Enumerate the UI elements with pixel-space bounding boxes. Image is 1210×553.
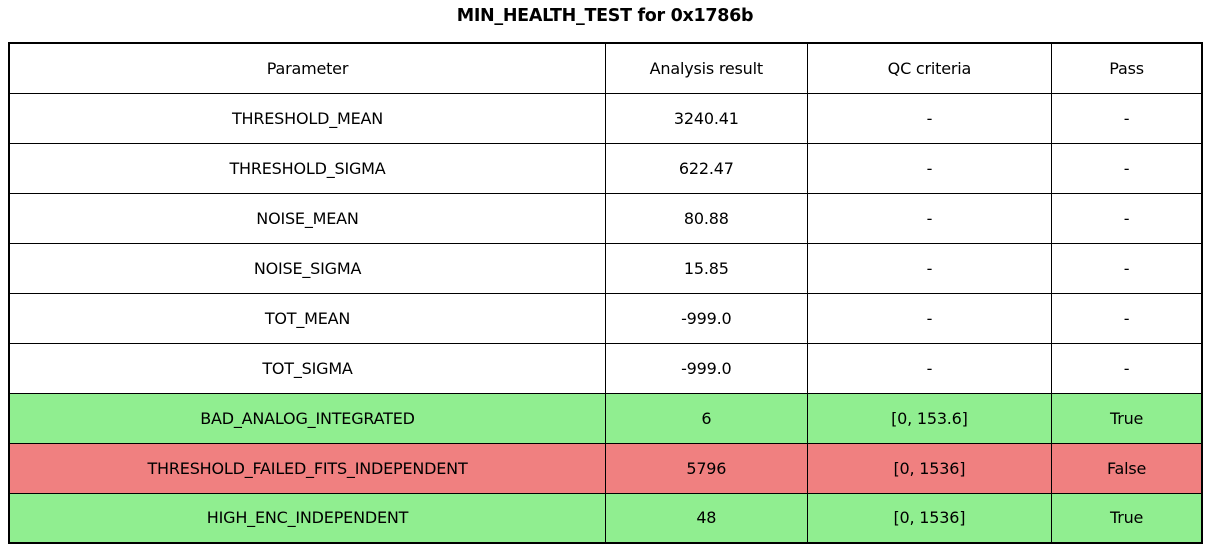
cell-parameter: THRESHOLD_MEAN — [8, 92, 606, 144]
cell-parameter: THRESHOLD_FAILED_FITS_INDEPENDENT — [8, 442, 606, 494]
cell-analysis-result: -999.0 — [605, 342, 808, 394]
table-row: TOT_MEAN -999.0 - - — [8, 292, 1203, 344]
cell-parameter: TOT_SIGMA — [8, 342, 606, 394]
cell-analysis-result: 622.47 — [605, 142, 808, 194]
cell-pass: - — [1051, 342, 1203, 394]
cell-analysis-result: -999.0 — [605, 292, 808, 344]
cell-qc-criteria: [0, 1536] — [806, 442, 1053, 494]
cell-parameter: BAD_ANALOG_INTEGRATED — [8, 392, 606, 444]
table-header-row: Parameter Analysis result QC criteria Pa… — [8, 42, 1203, 94]
cell-analysis-result: 80.88 — [605, 192, 808, 244]
cell-qc-criteria: [0, 153.6] — [806, 392, 1053, 444]
table-row: THRESHOLD_MEAN 3240.41 - - — [8, 92, 1203, 144]
cell-pass: - — [1051, 292, 1203, 344]
cell-qc-criteria: - — [806, 342, 1053, 394]
cell-parameter: TOT_MEAN — [8, 292, 606, 344]
table-row-pass: HIGH_ENC_INDEPENDENT 48 [0, 1536] True — [8, 492, 1203, 544]
cell-pass: True — [1051, 492, 1203, 544]
column-header-analysis-result: Analysis result — [605, 42, 808, 94]
cell-pass: - — [1051, 242, 1203, 294]
cell-qc-criteria: - — [806, 192, 1053, 244]
figure-title: MIN_HEALTH_TEST for 0x1786b — [456, 6, 754, 26]
cell-qc-criteria: - — [806, 142, 1053, 194]
qc-table: Parameter Analysis result QC criteria Pa… — [8, 42, 1203, 544]
cell-qc-criteria: - — [806, 292, 1053, 344]
cell-analysis-result: 5796 — [605, 442, 808, 494]
cell-qc-criteria: - — [806, 242, 1053, 294]
table-row: THRESHOLD_SIGMA 622.47 - - — [8, 142, 1203, 194]
cell-analysis-result: 6 — [605, 392, 808, 444]
column-header-qc-criteria: QC criteria — [806, 42, 1053, 94]
cell-qc-criteria: - — [806, 92, 1053, 144]
table-row: NOISE_MEAN 80.88 - - — [8, 192, 1203, 244]
cell-pass: - — [1051, 92, 1203, 144]
cell-analysis-result: 48 — [605, 492, 808, 544]
cell-pass: False — [1051, 442, 1203, 494]
cell-pass: - — [1051, 192, 1203, 244]
cell-pass: True — [1051, 392, 1203, 444]
table-row: NOISE_SIGMA 15.85 - - — [8, 242, 1203, 294]
cell-parameter: HIGH_ENC_INDEPENDENT — [8, 492, 606, 544]
cell-qc-criteria: [0, 1536] — [806, 492, 1053, 544]
column-header-pass: Pass — [1051, 42, 1203, 94]
table-row-pass: BAD_ANALOG_INTEGRATED 6 [0, 153.6] True — [8, 392, 1203, 444]
table-row: TOT_SIGMA -999.0 - - — [8, 342, 1203, 394]
cell-analysis-result: 15.85 — [605, 242, 808, 294]
cell-parameter: THRESHOLD_SIGMA — [8, 142, 606, 194]
cell-pass: - — [1051, 142, 1203, 194]
cell-analysis-result: 3240.41 — [605, 92, 808, 144]
cell-parameter: NOISE_MEAN — [8, 192, 606, 244]
column-header-parameter: Parameter — [8, 42, 606, 94]
table-row-fail: THRESHOLD_FAILED_FITS_INDEPENDENT 5796 [… — [8, 442, 1203, 494]
qc-table-container: Parameter Analysis result QC criteria Pa… — [8, 42, 1203, 544]
cell-parameter: NOISE_SIGMA — [8, 242, 606, 294]
